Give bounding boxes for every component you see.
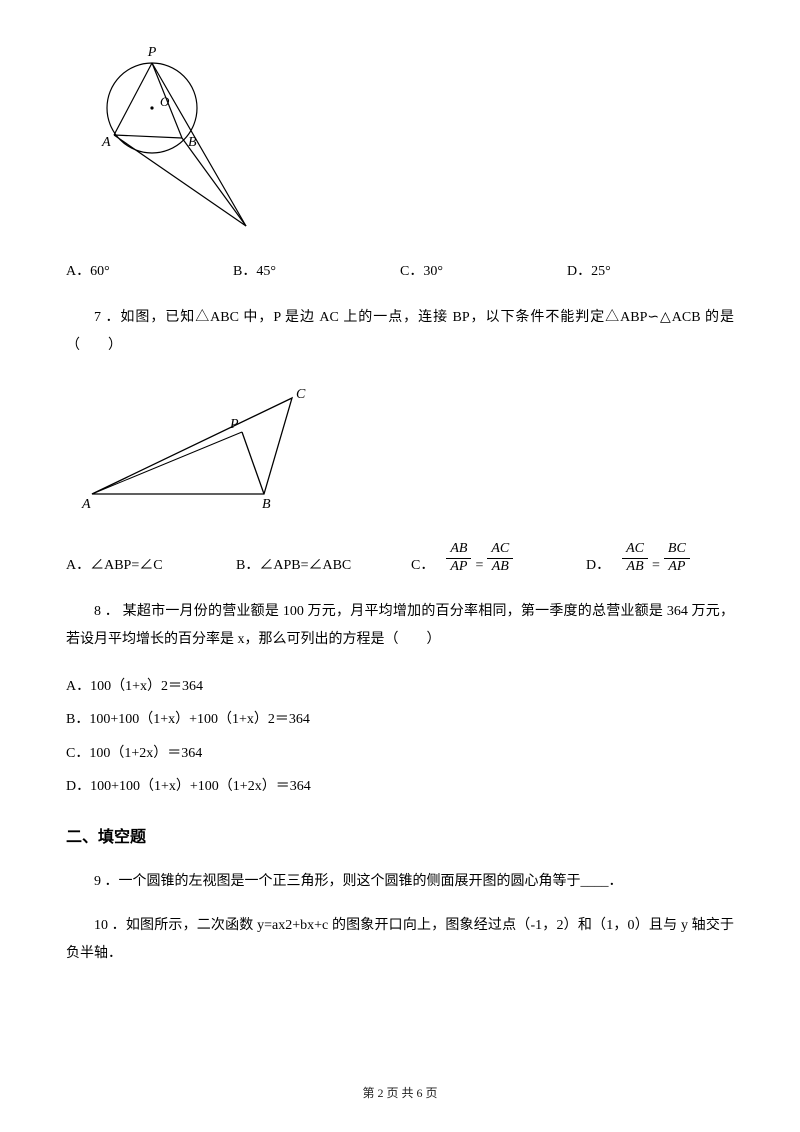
q6-opt-a: A．60° (66, 261, 233, 282)
svg-text:B: B (188, 135, 197, 150)
page-footer: 第 2 页 共 6 页 (0, 1084, 800, 1102)
q8-opt-c: C．100（1+2x）＝364 (66, 737, 734, 771)
svg-text:C: C (296, 387, 306, 402)
q7-question: 7 ．如图，已知△ABC 中，P 是边 AC 上的一点，连接 BP，以下条件不能… (66, 304, 734, 360)
q7-opt-c: C． ABAP = ACAB (411, 541, 586, 576)
equals-sign: = (473, 555, 485, 576)
q7-opt-d: D． ACAB = BCAP (586, 541, 734, 576)
svg-text:P: P (147, 45, 157, 60)
q8-opt-a: A．100（1+x）2＝364 (66, 670, 734, 704)
svg-text:A: A (101, 135, 111, 150)
q8-opt-b: B．100+100（1+x）+100（1+x）2＝364 (66, 703, 734, 737)
svg-text:B: B (262, 497, 271, 512)
q10-question: 10 ．如图所示，二次函数 y=ax2+bx+c 的图象开口向上，图象经过点（-… (66, 912, 734, 968)
q7-figure: A B C P (74, 376, 734, 523)
q7-opt-a: A．∠ABP=∠C (66, 555, 236, 576)
svg-text:A: A (81, 497, 91, 512)
svg-text:P: P (229, 417, 239, 432)
q7-options: A．∠ABP=∠C B．∠APB=∠ABC C． ABAP = ACAB D． … (66, 541, 734, 576)
equals-sign: = (650, 555, 662, 576)
q7-opt-b: B．∠APB=∠ABC (236, 555, 411, 576)
q6-figure: P O A B (74, 36, 734, 243)
q7-opt-c-lead: C． (411, 555, 434, 576)
q6-opt-d: D．25° (567, 261, 734, 282)
svg-text:O: O (160, 94, 170, 109)
section-2-title: 二、填空题 (66, 826, 734, 850)
q6-options: A．60° B．45° C．30° D．25° (66, 261, 734, 282)
q8-question: 8 ． 某超市一月份的营业额是 100 万元，月平均增加的百分率相同，第一季度的… (66, 598, 734, 654)
q8-opt-d: D．100+100（1+x）+100（1+2x）＝364 (66, 770, 734, 804)
q7-opt-d-lead: D． (586, 555, 610, 576)
q8-answers: A．100（1+x）2＝364 B．100+100（1+x）+100（1+x）2… (66, 670, 734, 804)
q6-opt-c: C．30° (400, 261, 567, 282)
q6-opt-b: B．45° (233, 261, 400, 282)
q9-question: 9 ．一个圆锥的左视图是一个正三角形，则这个圆锥的侧面展开图的圆心角等于____… (66, 868, 734, 896)
